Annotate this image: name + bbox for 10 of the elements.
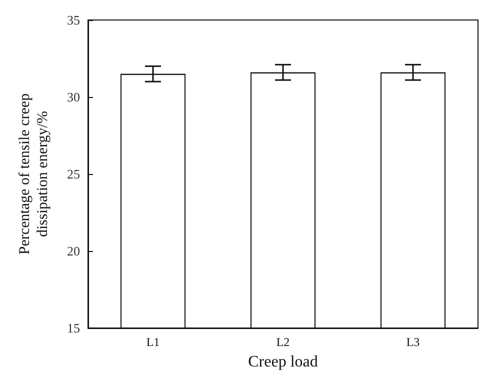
x-tick-label: L1 — [146, 335, 160, 349]
y-tick-label: 15 — [67, 320, 80, 336]
x-axis-title: Creep load — [248, 354, 318, 370]
y-tick-label: 35 — [67, 12, 80, 28]
y-axis-title: Percentage of tensile creep dissipation energy/% — [17, 93, 51, 255]
x-tick-label: L2 — [276, 335, 290, 349]
y-tick-label: 25 — [67, 166, 80, 182]
x-tick-label: L3 — [406, 335, 420, 349]
y-tick-label: 30 — [67, 90, 80, 104]
y-tick-label: 20 — [67, 244, 80, 258]
